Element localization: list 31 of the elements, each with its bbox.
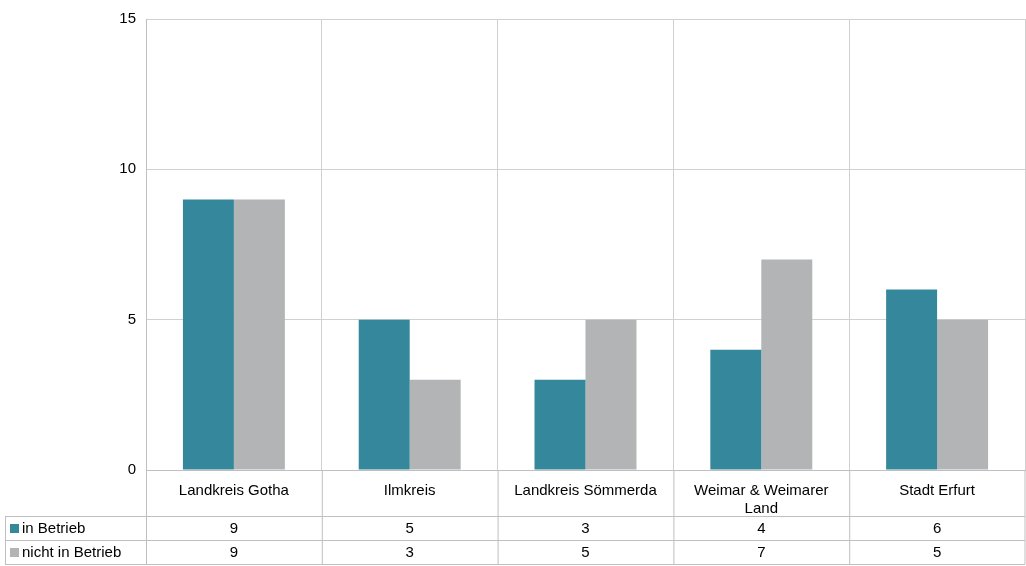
bar [710, 349, 762, 470]
data-label: 9 [229, 519, 239, 537]
data-label: 3 [405, 543, 414, 561]
y-tick-label: 5 [127, 309, 136, 327]
x-tick-label: Stadt Erfurt [899, 481, 976, 499]
bar [233, 199, 285, 470]
data-label: 3 [581, 519, 590, 537]
bar [409, 379, 461, 470]
legend-label: nicht in Betrieb [22, 543, 122, 561]
data-label: 5 [932, 543, 942, 561]
data-label: 9 [229, 543, 239, 561]
bar [761, 259, 813, 470]
y-tick-label: 0 [127, 460, 136, 478]
x-tick-label: Ilmkreis [383, 481, 436, 499]
bar [886, 289, 938, 470]
bar [937, 319, 989, 470]
data-label: 7 [757, 543, 766, 561]
y-tick-label: 15 [119, 9, 136, 27]
bar [585, 319, 637, 470]
data-label: 5 [581, 543, 590, 561]
legend-label: in Betrieb [22, 519, 86, 537]
x-tick-label: Landkreis Sömmerda [514, 481, 658, 499]
bar [534, 379, 586, 470]
data-label: 4 [757, 519, 766, 537]
x-tick-label: Weimar & Weimarer Land [694, 481, 829, 517]
bar [182, 199, 234, 470]
x-tick-label: Landkreis Gotha [178, 481, 290, 499]
bar [358, 319, 410, 470]
data-label: 6 [932, 519, 942, 537]
data-label: 5 [405, 519, 414, 537]
y-tick-label: 10 [119, 159, 136, 177]
